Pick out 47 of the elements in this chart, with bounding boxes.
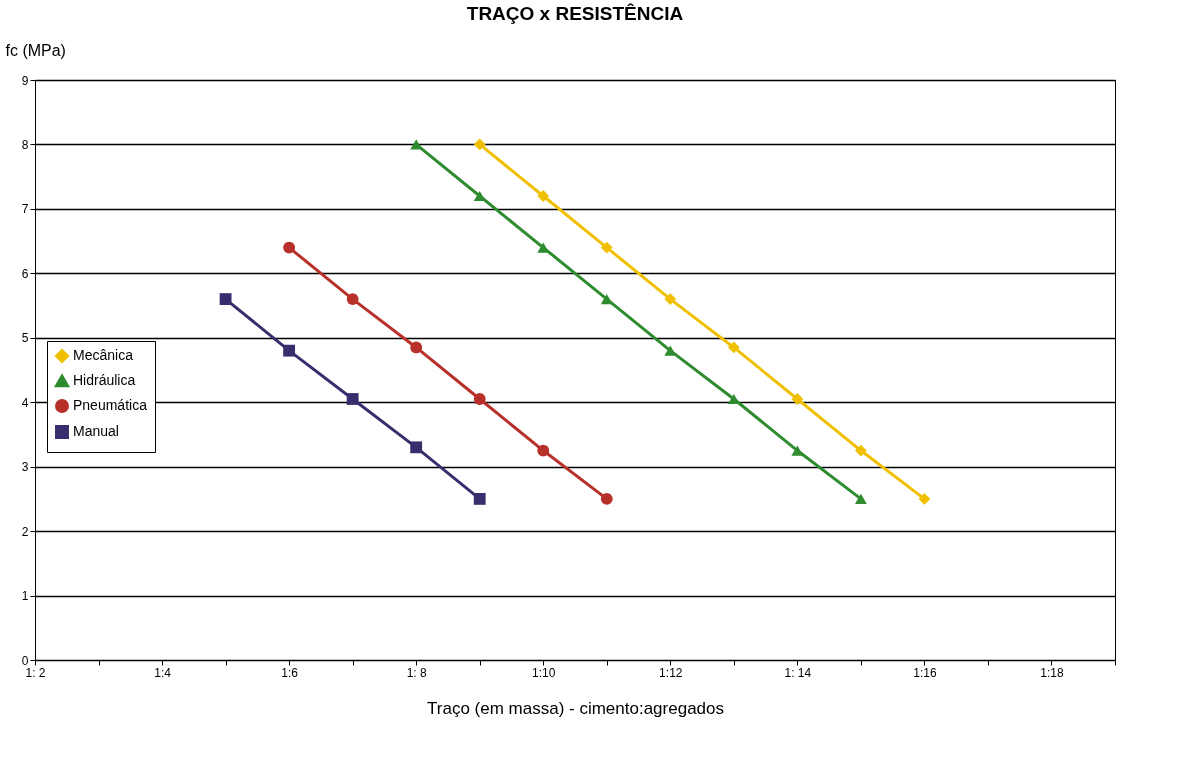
point xyxy=(473,138,486,151)
chart-title: TRAÇO x RESISTÊNCIA xyxy=(466,3,684,24)
point xyxy=(664,293,677,306)
point xyxy=(346,293,359,306)
y-axis-title: fc (MPa) xyxy=(5,41,66,59)
x-tick-label: 1: 14 xyxy=(784,665,812,680)
legend-label: Manual xyxy=(73,423,119,439)
y-tick-label: 2 xyxy=(21,524,29,539)
point xyxy=(537,444,550,457)
x-axis-title: Traço (em massa) - cimento:agregados xyxy=(427,698,724,718)
point xyxy=(410,441,423,454)
point xyxy=(473,492,486,505)
point xyxy=(918,492,931,505)
point xyxy=(600,293,613,305)
y-tick-label: 7 xyxy=(21,202,29,217)
x-tick-label: 1: 8 xyxy=(406,665,428,680)
y-tick-label: 4 xyxy=(21,395,29,410)
x-tick-label: 1:6 xyxy=(281,665,299,680)
x-tick-label: 1:18 xyxy=(1040,665,1064,680)
point xyxy=(283,344,296,357)
y-tick-label: 6 xyxy=(21,266,29,281)
x-tick-label: 1: 2 xyxy=(25,665,46,680)
point xyxy=(283,241,296,254)
y-tick-label: 8 xyxy=(21,137,29,152)
x-tick-label: 1:12 xyxy=(659,665,683,680)
y-tick-label: 9 xyxy=(21,73,29,88)
y-tick-label: 5 xyxy=(21,331,29,346)
legend-label: Pneumática xyxy=(73,397,148,413)
point xyxy=(727,341,740,354)
point xyxy=(473,393,486,405)
legend-label: Mecânica xyxy=(73,347,134,363)
point xyxy=(346,393,359,405)
y-tick-label: 3 xyxy=(21,460,29,475)
legend-label: Hidráulica xyxy=(73,372,136,388)
x-tick-label: 1:10 xyxy=(532,665,556,680)
point xyxy=(600,241,613,254)
y-tick-label: 0 xyxy=(21,653,29,668)
x-tick-label: 1:4 xyxy=(154,665,172,680)
point xyxy=(854,493,867,505)
y-tick-label: 1 xyxy=(21,589,29,604)
x-tick-label: 1:16 xyxy=(913,665,937,680)
point xyxy=(219,293,232,306)
point xyxy=(791,393,804,405)
point xyxy=(854,444,867,457)
point xyxy=(600,492,613,505)
point xyxy=(410,341,423,354)
point xyxy=(537,190,550,202)
